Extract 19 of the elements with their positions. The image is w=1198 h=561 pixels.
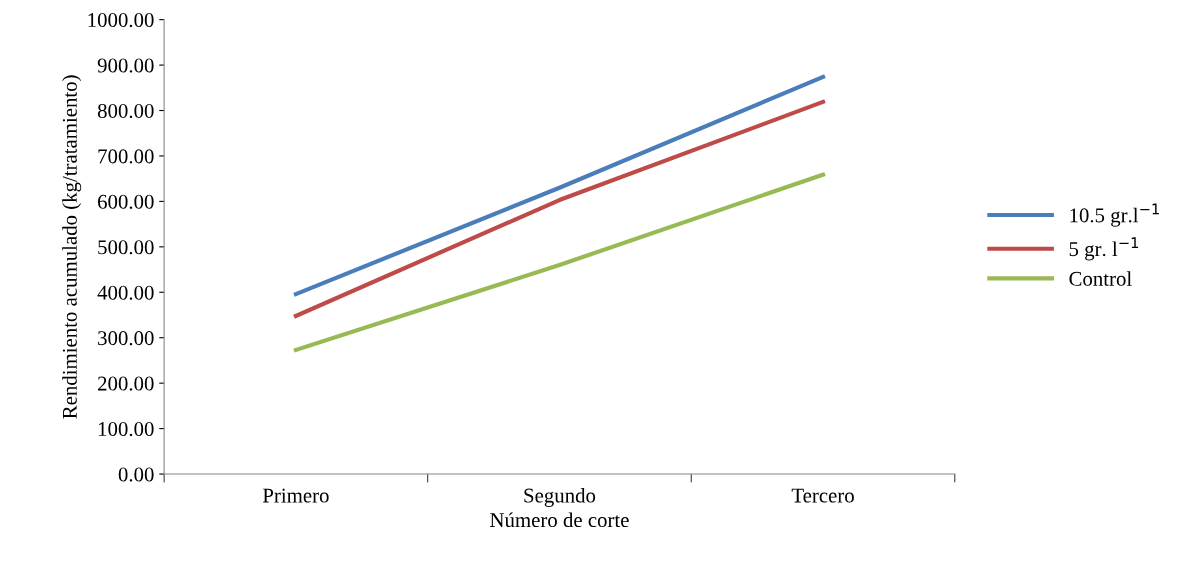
x-tick-label: Segundo <box>524 487 596 507</box>
legend-label: 10.5 gr.l$^{−1}$ <box>1070 203 1159 227</box>
legend-label: Control <box>1069 271 1132 286</box>
y-tick-label: 1000.00 <box>88 13 154 28</box>
y-tick-label: 700.00 <box>98 149 154 164</box>
y-tick-label: 500.00 <box>98 240 154 255</box>
y-tick-label: 200.00 <box>98 376 154 391</box>
legend-label: 5 gr. l$^{−1}$ <box>1069 237 1139 261</box>
x-axis-title: Número de corte <box>490 512 629 528</box>
x-tick-label: Tercero <box>791 488 854 503</box>
y-tick-label: 100.00 <box>98 421 154 437</box>
y-tick-label: 800.00 <box>97 103 154 119</box>
y-tick-label: 600.00 <box>98 194 154 209</box>
x-tick-label: Primero <box>262 488 329 503</box>
y-tick-label: 900.00 <box>97 58 154 73</box>
y-tick-label: 0.00 <box>118 467 154 482</box>
y-axis-title: Rendimiento acumulado (kg/tratamiento) <box>62 75 82 419</box>
y-tick-label: 300.00 <box>98 331 154 346</box>
y-tick-label: 400.00 <box>97 285 154 300</box>
